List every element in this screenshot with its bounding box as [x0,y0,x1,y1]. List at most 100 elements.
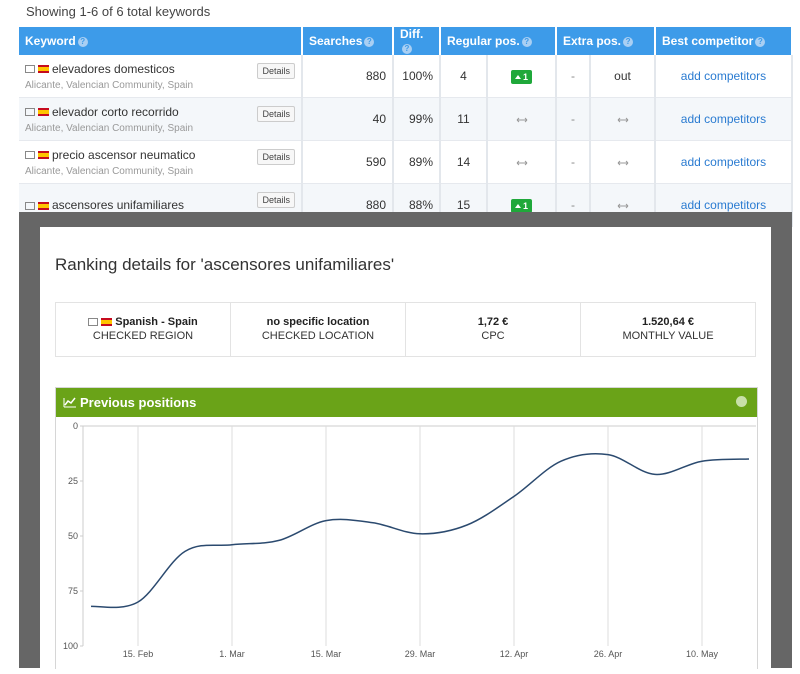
chart: 0 25 50 75 100 15. Feb 1. Mar 15. Mar 29. Mar 12.… [63,421,756,659]
info-cell: Spanish - Spain CHECKED REGION [56,303,230,356]
info-cell: 1.520,64 € MONTHLY VALUE [580,303,755,356]
difficulty: 100% [393,55,441,98]
competitor-link[interactable]: add competitors [655,55,793,98]
chart-icon [63,397,76,408]
details-label: Details [262,66,290,76]
x-tick-label: 10. May [686,649,719,659]
help-icon[interactable]: ? [755,36,766,47]
position: 11 [440,97,488,141]
keyword-cell: elevadores domesticos Details Alicante, Va… [19,55,303,98]
info-label: CPC [481,330,505,342]
flag-icon [101,318,113,327]
column-header: Keyword? [19,27,303,55]
info-value-text: 1,72 € [477,316,509,328]
keyword-line: ascensores unifamiliares [25,198,295,212]
details-button[interactable]: Details [257,192,295,208]
summary: Showing 1-6 of 6 total keywords [26,4,211,19]
info-cell: no specific location CHECKED LOCATION [230,303,405,356]
keyword: elevador corto recorrido [52,104,179,119]
column-header: Extra pos.? [556,27,656,55]
info-box: Spanish - Spain CHECKED REGION no specific… [55,302,756,357]
keyword-row: elevador corto recorrido Details Alicante,… [19,97,793,141]
keyword: ascensores unifamiliares [52,198,185,212]
y-tick-label: 50 [68,531,78,541]
location: Alicante, Valencian Community, Spain [25,165,194,177]
no-change-icon [617,203,628,209]
change-cell [487,97,557,141]
info-value: no specific location [231,316,405,328]
info-value-text: Spanish - Spain [115,316,198,328]
extra-status-label: out [614,69,631,83]
y-tick-label: 75 [68,586,78,596]
x-tick-label: 15. Mar [311,649,342,659]
position: 4 [440,55,488,98]
details-label: Details [262,109,290,119]
keyword-table: Keyword? Searches? Diff.? Regular pos.? Extr… [19,27,793,227]
no-change-icon [617,117,628,123]
help-icon[interactable]: ? [623,36,634,47]
keyword-line: precio ascensor neumatico [25,148,295,162]
extra-position: - [556,55,591,98]
location: Alicante, Valencian Community, Spain [25,122,194,134]
info-value: Spanish - Spain [56,316,230,328]
change-cell [487,140,557,184]
competitor-link[interactable]: add competitors [655,140,793,184]
info-label: MONTHLY VALUE [622,330,714,342]
info-label: CHECKED LOCATION [261,330,375,342]
keyword-cell: precio ascensor neumatico Details Alicante… [19,140,303,184]
info-value: 1,72 € [406,316,580,328]
extra-status: out [590,55,656,98]
modal: Ranking details for 'ascensores unifamil… [40,227,771,669]
panel-header: Previous positions [56,388,757,417]
keyword-row: precio ascensor neumatico Details Alicante… [19,140,793,184]
info-value: 1.520,64 € [581,316,755,328]
details-button[interactable]: Details [257,149,295,165]
flag-icon [38,201,49,210]
flag-icon [38,151,49,160]
keyword-line: elevadores domesticos [25,62,295,76]
help-icon[interactable]: ? [521,36,532,47]
info-cell: 1,72 € CPC [405,303,580,356]
info-value-text: no specific location [266,316,370,328]
x-tick-label: 29. Mar [405,649,436,659]
table-body: elevadores domesticos Details Alicante, Va… [19,55,793,227]
column-label: Regular pos. [447,34,520,48]
keyword-line: elevador corto recorrido [25,105,295,119]
y-tick-label: 0 [73,421,78,431]
keyword: precio ascensor neumatico [52,147,196,162]
y-tick-label: 100 [63,641,78,651]
modal-title: Ranking details for 'ascensores unifamil… [55,255,395,274]
column-header: Regular pos.? [440,27,557,55]
info-label: CHECKED REGION [92,330,194,342]
details-button[interactable]: Details [257,106,295,122]
x-tick-label: 12. Apr [500,649,529,659]
chart-panel: Previous positions 0 25 50 75 100 15. Feb 1. M… [55,387,758,669]
column-label: Best competitor [662,34,754,48]
searches: 40 [302,97,394,141]
device-icon [25,108,35,117]
help-icon[interactable] [736,396,747,407]
keyword-cell: elevador corto recorrido Details Alicante,… [19,97,303,141]
column-header: Searches? [302,27,394,55]
x-tick-label: 1. Mar [219,649,245,659]
details-button[interactable]: Details [257,63,295,79]
info-value-text: 1.520,64 € [642,316,694,328]
y-tick-label: 25 [68,476,78,486]
column-label: Extra pos. [563,34,622,48]
x-tick-label: 26. Apr [594,649,623,659]
competitor-link[interactable]: add competitors [655,97,793,141]
column-label: Diff. [400,27,424,41]
help-icon[interactable]: ? [402,43,412,54]
help-icon[interactable]: ? [364,36,375,47]
keyword-row: elevadores domesticos Details Alicante, Va… [19,55,793,98]
searches: 590 [302,140,394,184]
no-change-icon [516,117,527,123]
extra-status [590,140,656,184]
extra-position: - [556,97,591,141]
column-label: Searches [309,34,363,48]
help-icon[interactable]: ? [77,36,88,47]
flag-icon [38,65,49,74]
change-cell: 1 [487,55,557,98]
no-change-icon [617,160,628,166]
